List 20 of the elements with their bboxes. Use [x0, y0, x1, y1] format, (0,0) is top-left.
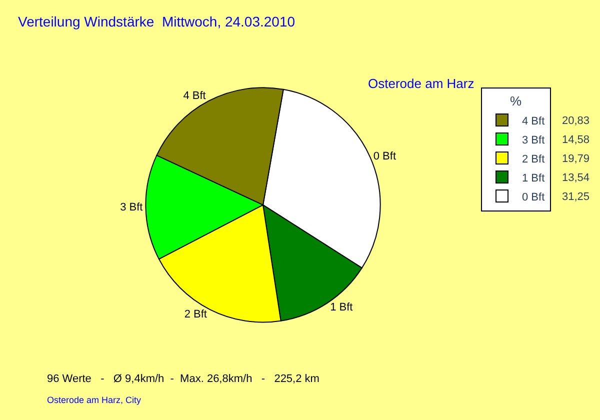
legend-title: % — [510, 94, 522, 108]
slice-label: 1 Bft — [330, 301, 353, 314]
legend-label: 4 Bft — [522, 115, 545, 128]
data-label: 31,25 — [562, 191, 590, 203]
slice-label: 2 Bft — [184, 308, 207, 320]
text: Osterode am Harz, City — [47, 395, 142, 405]
slice-label: 0 Bft — [373, 150, 396, 163]
data-label: 20,83 — [562, 115, 590, 127]
legend-label: 2 Bft — [522, 153, 545, 166]
legend-label: 0 Bft — [522, 191, 545, 204]
data-label: 19,79 — [562, 153, 590, 165]
slice-label: 4 Bft — [183, 90, 206, 102]
data-label: 13,54 — [562, 172, 590, 184]
data-label: 14,58 — [562, 134, 590, 146]
text: 96 Werte - Ø 9,4km/h - Max. 26,8km/h - 225,2 km — [47, 373, 320, 385]
legend-label: 1 Bft — [522, 172, 545, 184]
chart-subtitle: Osterode am Harz — [368, 76, 474, 91]
chart-title: Verteilung Windstärke Mittwoch, 24.03.2010 — [18, 14, 296, 30]
legend-label: 3 Bft — [522, 134, 545, 146]
slice-label: 3 Bft — [120, 201, 143, 214]
